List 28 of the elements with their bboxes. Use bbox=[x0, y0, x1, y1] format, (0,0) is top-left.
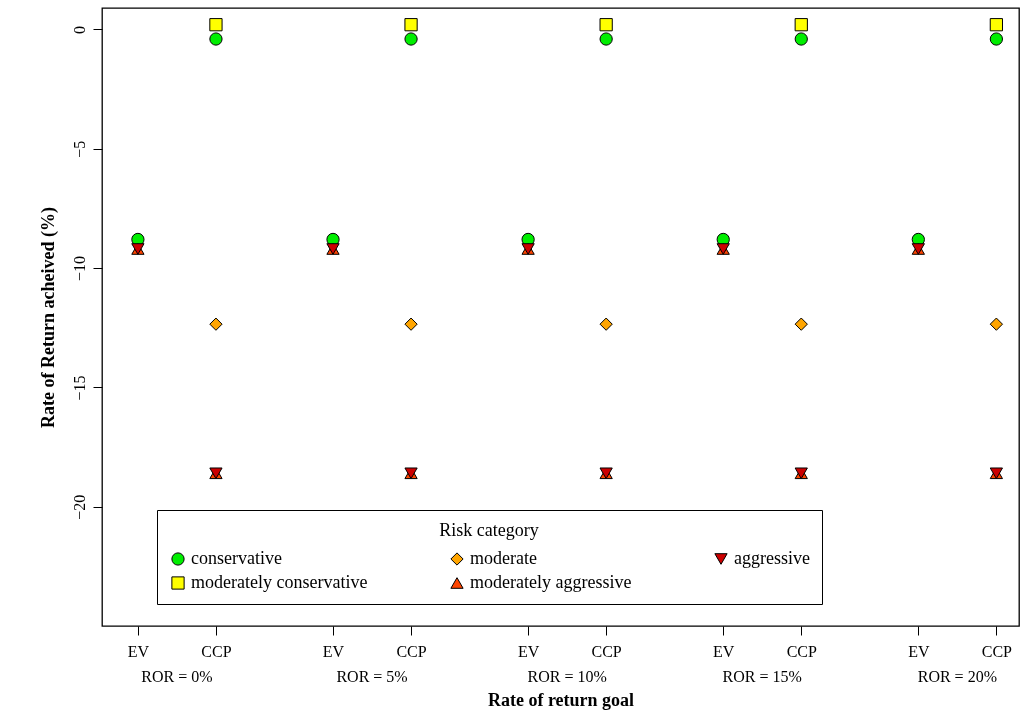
y-tick-label: −20 bbox=[70, 494, 88, 520]
legend-label: aggressive bbox=[734, 548, 810, 568]
x-tick-label: EV bbox=[713, 642, 735, 660]
y-tick-label: −5 bbox=[70, 140, 88, 158]
y-tick-label: 0 bbox=[70, 25, 88, 34]
x-tick-label: CCP bbox=[396, 642, 427, 660]
y-tick-label: −15 bbox=[70, 375, 88, 401]
legend-title: Risk category bbox=[439, 520, 539, 540]
text: ROR = 5% bbox=[336, 668, 408, 685]
legend-label: moderately conservative bbox=[191, 572, 368, 592]
x-tick-label: CCP bbox=[201, 642, 232, 660]
x-tick-label: CCP bbox=[786, 642, 817, 660]
text: ROR = 10% bbox=[527, 668, 607, 685]
x-tick-label: EV bbox=[517, 642, 540, 660]
y-tick-label: −10 bbox=[70, 256, 88, 282]
text: ROR = 0% bbox=[141, 668, 213, 685]
legend-label: moderate bbox=[470, 548, 537, 568]
y-axis-title: Rate of Return acheived (%) bbox=[37, 207, 59, 428]
x-tick-label: EV bbox=[908, 642, 930, 660]
text: ROR = 15% bbox=[722, 668, 802, 685]
x-tick-label: EV bbox=[322, 642, 345, 660]
x-axis-title: Rate of return goal bbox=[487, 689, 635, 710]
x-tick-label: CCP bbox=[981, 642, 1013, 660]
text: ROR = 20% bbox=[917, 668, 997, 685]
x-tick-label: EV bbox=[127, 642, 150, 660]
legend-label: conservative bbox=[191, 548, 282, 568]
x-tick-label: CCP bbox=[591, 642, 622, 660]
legend-label: moderately aggressive bbox=[470, 572, 632, 592]
